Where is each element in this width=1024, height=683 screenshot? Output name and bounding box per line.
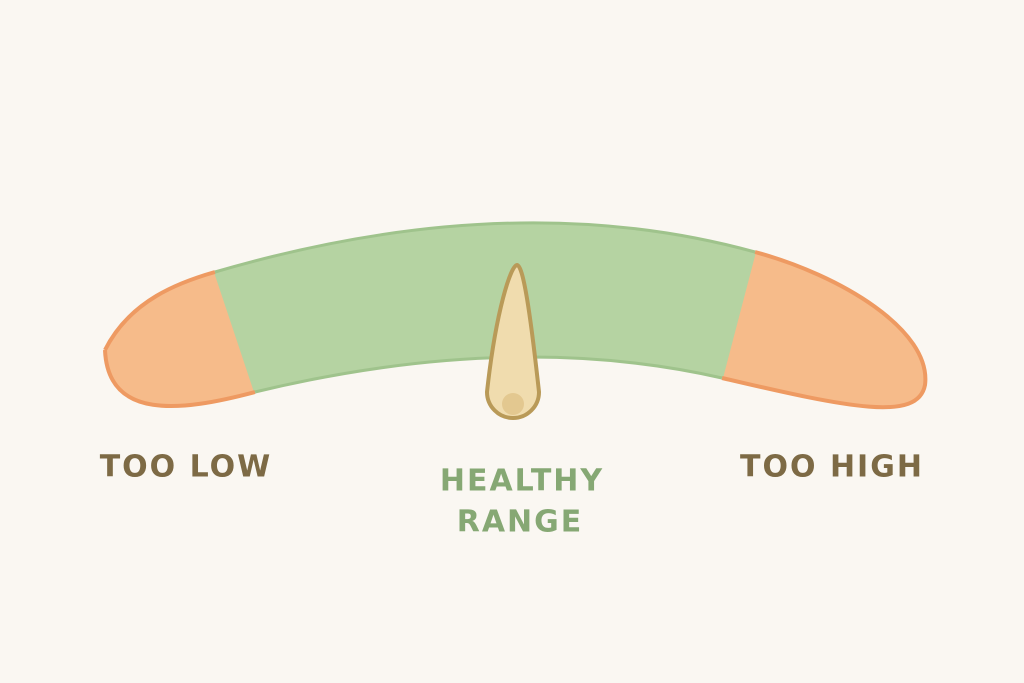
divider-right (721, 251, 756, 379)
needle-hub (502, 393, 524, 415)
edge-right (721, 250, 928, 410)
needle (484, 262, 542, 420)
label-too-low: TOO LOW (100, 450, 273, 485)
edge-top (214, 221, 756, 274)
label-healthy-line2: RANGE (457, 505, 584, 540)
divider-left (214, 271, 256, 393)
edge-left-bottom (103, 349, 256, 409)
label-healthy-line1: HEALTHY (440, 464, 604, 499)
edge-left-top (103, 270, 216, 351)
label-too-high: TOO HIGH (740, 450, 924, 485)
